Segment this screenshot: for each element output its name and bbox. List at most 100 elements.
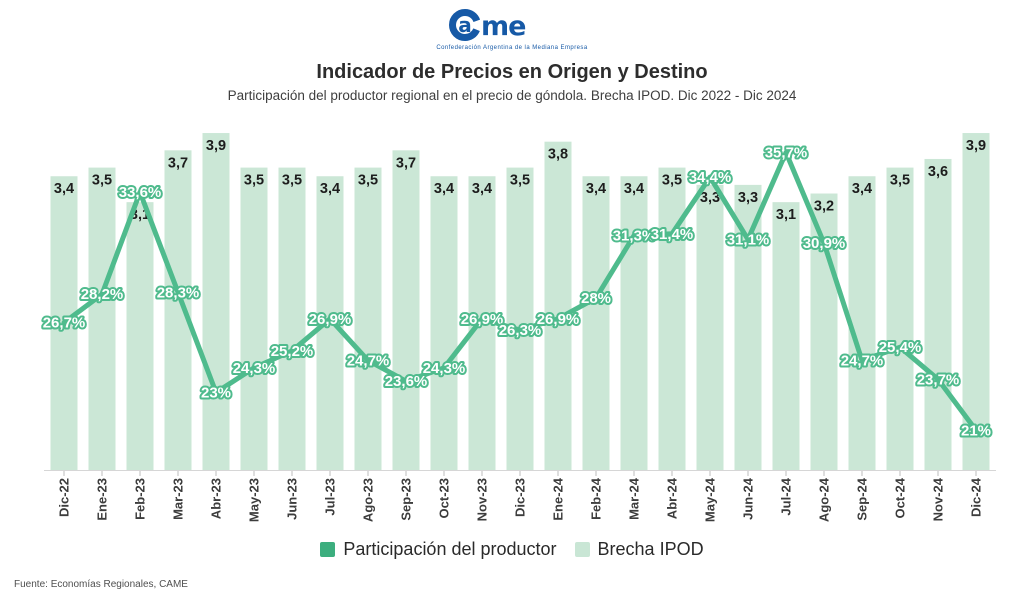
- logo-subtext: Confederación Argentina de la Mediana Em…: [436, 45, 588, 51]
- x-axis-label: Ene-24: [551, 477, 566, 520]
- bar-value-label: 3,9: [206, 138, 226, 154]
- logo-letters-me: me: [481, 11, 525, 42]
- productor-point-label: 26,3%: [499, 322, 542, 339]
- brecha-ipod-bar: [924, 158, 952, 470]
- legend-item-productor: Participación del productor: [320, 539, 557, 560]
- brecha-ipod-bar: [734, 184, 762, 470]
- bar-value-label: 3,4: [320, 181, 340, 197]
- x-axis-label: Dic-24: [969, 477, 984, 517]
- brecha-ipod-bar: [544, 141, 572, 470]
- productor-point-label: 34,4%: [689, 169, 732, 186]
- bar-value-label: 3,4: [624, 181, 644, 197]
- bar-value-label: 3,5: [890, 173, 910, 189]
- brecha-ipod-bar: [240, 167, 268, 470]
- bar-value-label: 3,4: [54, 181, 74, 197]
- legend-swatch-brecha: [574, 542, 590, 557]
- brecha-ipod-bar: [430, 176, 458, 471]
- x-axis-label: Sep-24: [855, 477, 870, 520]
- brecha-ipod-bar: [620, 176, 648, 471]
- productor-point-label: 26,9%: [461, 311, 504, 328]
- logo-c-ring: [449, 9, 481, 41]
- brecha-ipod-bar: [202, 133, 230, 471]
- brecha-ipod-bar: [696, 184, 724, 470]
- productor-point-label: 23,6%: [385, 373, 428, 390]
- x-axis-label: Jul-24: [779, 477, 794, 515]
- productor-point-label: 26,9%: [537, 311, 580, 328]
- productor-point-label: 24,7%: [347, 352, 390, 369]
- chart-title: Indicador de Precios en Origen y Destino: [316, 61, 708, 83]
- brecha-ipod-bar: [962, 133, 990, 471]
- productor-point-label: 28,2%: [81, 286, 124, 303]
- productor-point-label: 31,3%: [613, 228, 656, 245]
- productor-point-label: 26,7%: [43, 315, 86, 332]
- brecha-ipod-bar: [658, 167, 686, 470]
- bar-value-label: 3,4: [472, 181, 492, 197]
- brecha-ipod-bar: [126, 202, 154, 470]
- bar-value-label: 3,5: [510, 173, 530, 189]
- x-axis-label: Dic-23: [513, 478, 528, 517]
- bar-value-label: 3,3: [700, 190, 720, 206]
- bar-value-label: 3,9: [966, 138, 986, 154]
- x-axis-label: Mar-23: [171, 478, 186, 520]
- chart-legend: Participación del productor Brecha IPOD: [0, 539, 1024, 560]
- x-axis-label: Abr-24: [665, 477, 680, 519]
- productor-point-label: 24,3%: [233, 360, 276, 377]
- x-axis-label: Ago-24: [817, 477, 832, 522]
- logo-letter-a: a: [458, 13, 472, 37]
- brecha-ipod-bar: [278, 167, 306, 470]
- x-axis-label: Jun-24: [741, 477, 756, 520]
- x-axis-label: Oct-24: [893, 477, 908, 518]
- productor-point-label: 25,2%: [271, 343, 314, 360]
- x-axis-label: May-24: [703, 477, 718, 522]
- productor-point-label: 31,1%: [727, 231, 770, 248]
- productor-point-label: 30,9%: [803, 235, 846, 252]
- productor-point-label: 21%: [961, 422, 991, 439]
- legend-swatch-productor: [320, 542, 336, 557]
- productor-point-label: 23%: [201, 385, 231, 402]
- bar-value-label: 3,5: [244, 173, 264, 189]
- x-axis-label: Abr-23: [209, 478, 224, 519]
- productor-point-label: 28,3%: [157, 284, 200, 301]
- bar-value-label: 3,3: [738, 190, 758, 206]
- brecha-ipod-bar: [886, 167, 914, 470]
- legend-item-brecha: Brecha IPOD: [574, 539, 704, 560]
- x-axis-label: Ago-23: [361, 478, 376, 522]
- x-axis-label: Jul-23: [323, 478, 338, 516]
- legend-label-productor: Participación del productor: [343, 539, 557, 559]
- productor-point-label: 25,4%: [879, 339, 922, 356]
- bar-value-label: 3,5: [358, 173, 378, 189]
- bar-value-label: 3,2: [814, 199, 834, 215]
- bar-value-label: 3,8: [548, 147, 568, 163]
- came-logo: a me Confederación Argentina de la Media…: [0, 6, 1024, 52]
- brecha-ipod-bar: [506, 167, 534, 470]
- brecha-ipod-bar: [316, 176, 344, 471]
- productor-point-label: 23,7%: [917, 371, 960, 388]
- x-axis-label: Sep-23: [399, 478, 414, 521]
- bar-value-label: 3,4: [434, 181, 454, 197]
- legend-label-brecha: Brecha IPOD: [597, 539, 704, 559]
- brecha-ipod-bar: [582, 176, 610, 471]
- x-axis-label: Mar-24: [627, 477, 642, 520]
- x-axis-label: Feb-23: [133, 478, 148, 520]
- x-axis-label: Jun-23: [285, 478, 300, 520]
- productor-point-label: 24,3%: [423, 360, 466, 377]
- bar-value-label: 3,4: [586, 181, 606, 197]
- bar-value-label: 3,5: [92, 173, 112, 189]
- productor-point-label: 26,9%: [309, 311, 352, 328]
- brecha-ipod-bar: [354, 167, 382, 470]
- source-note: Fuente: Economías Regionales, CAME: [14, 579, 188, 590]
- productor-point-label: 28%: [581, 290, 611, 307]
- productor-point-label: 31,4%: [651, 226, 694, 243]
- bar-value-label: 3,4: [852, 181, 872, 197]
- bar-value-label: 3,1: [776, 207, 796, 223]
- bar-value-label: 3,5: [662, 173, 682, 189]
- x-axis-label: Nov-24: [931, 477, 946, 521]
- x-axis-label: Ene-23: [95, 478, 110, 521]
- x-axis-label: Oct-23: [437, 478, 452, 518]
- brecha-ipod-bar: [88, 167, 116, 470]
- bar-value-label: 3,7: [168, 155, 188, 171]
- brecha-ipod-bar: [772, 202, 800, 470]
- x-axis-label: Dic-22: [57, 478, 72, 517]
- came-logo-mark: a me: [449, 9, 526, 42]
